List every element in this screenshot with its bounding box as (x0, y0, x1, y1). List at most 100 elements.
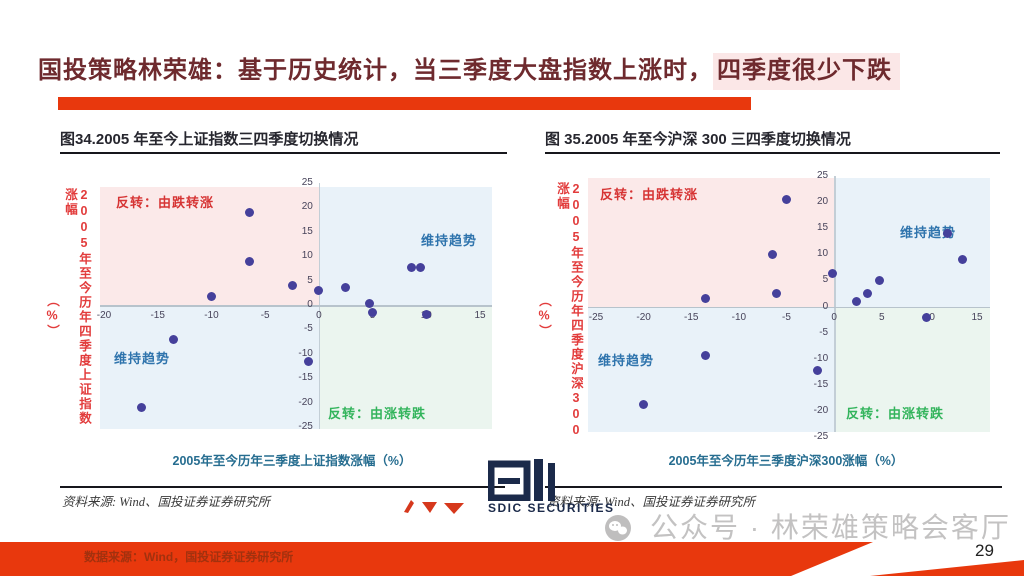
x-tick-label: 5 (878, 311, 885, 323)
y-tick-label: 25 (817, 170, 829, 181)
y-tick-label: -20 (298, 396, 313, 408)
scatter-point (772, 288, 782, 298)
figure35-bottom-rule (545, 486, 1002, 488)
title-underline-bar (58, 97, 751, 110)
scatter-point (169, 334, 179, 344)
scatter-point (416, 263, 426, 273)
y-tick-label: -5 (303, 323, 313, 335)
scatter-point (303, 356, 313, 366)
footer-red-band (0, 542, 873, 576)
page-title: 国投策略林荣雄：基于历史统计，当三季度大盘指数上涨时， 四季度很少下跌 (38, 50, 1018, 90)
y-tick-label: 10 (301, 250, 313, 262)
y-tick-label: -10 (298, 347, 313, 359)
x-tick-label: -5 (782, 311, 791, 323)
y-tick-label: -25 (813, 431, 829, 442)
scatter-point (875, 275, 885, 285)
scatter-point (421, 310, 431, 320)
x-tick-label: -25 (588, 311, 604, 323)
scatter-point (406, 262, 416, 272)
scatter-point (244, 207, 254, 217)
y-tick-label: 20 (301, 201, 313, 213)
scatter-point (851, 296, 861, 306)
figure34-title-rule (60, 152, 507, 154)
y-tick-label: -5 (819, 326, 829, 338)
y-tick-label: -10 (813, 352, 829, 364)
quadrant-top-right (834, 178, 990, 307)
x-tick-label: 15 (474, 310, 486, 321)
x-tick-label: -10 (204, 310, 219, 321)
x-tick-label: -10 (731, 311, 747, 323)
quadrant-label-reversal-up: 反转：由跌转涨 (116, 195, 215, 210)
x-tick-label: 0 (831, 311, 837, 323)
quadrant-bottom-left (588, 306, 835, 432)
y-tick-label: -15 (298, 372, 313, 384)
scatter-point (364, 299, 374, 309)
x-axis-line (588, 306, 990, 308)
figure35-source: 资料来源: Wind、国投证券证券研究所 (547, 495, 755, 509)
figure35-title: 图 35.2005 年至今沪深 300 三四季度切换情况 (545, 131, 851, 148)
x-tick-label: -20 (636, 311, 651, 323)
figure34-source: 资料来源: Wind、国投证券证券研究所 (62, 495, 270, 509)
quadrant-bottom-right (834, 306, 990, 432)
y-tick-label: -20 (813, 404, 829, 416)
x-tick-label: -15 (684, 311, 699, 323)
page-title-highlight: 四季度很少下跌 (713, 53, 900, 90)
quadrant-top-left (100, 187, 319, 305)
figure34-xlabel: 2005年至今历年三季度上证指数涨幅（%） (172, 454, 412, 468)
scatter-point (767, 249, 777, 259)
y-tick-label: 0 (822, 300, 829, 312)
scatter-point (341, 283, 351, 293)
quadrant-label-reversal-down: 反转：由涨转跌 (328, 406, 427, 421)
page-title-main: 国投策略林荣雄：基于历史统计，当三季度大盘指数上涨时， (38, 57, 713, 84)
scatter-point (287, 280, 297, 290)
y-tick-label: 5 (307, 274, 313, 286)
scatter-point (137, 402, 147, 412)
quadrant-bottom-right (318, 305, 492, 429)
scatter-point (368, 307, 378, 317)
y-tick-label: 10 (817, 248, 829, 260)
x-tick-label: 15 (971, 311, 983, 323)
scatter-point (813, 366, 823, 376)
scatter-point (862, 288, 872, 298)
quadrant-label-keep-trend-up: 维持趋势 (421, 233, 478, 248)
sdic-logo-wordmark: SDIC SECURITIES (488, 501, 615, 515)
scatter-point (701, 350, 711, 360)
y-tick-label: -15 (813, 378, 829, 390)
sdic-logo-icon (488, 459, 555, 501)
figure34-bottom-rule (60, 486, 505, 488)
quadrant-label-reversal-down: 反转：由涨转跌 (846, 406, 945, 421)
red-check-marks-icon (404, 500, 464, 514)
footer-red-wedge (870, 560, 1024, 576)
quadrant-label-reversal-up: 反转：由跌转涨 (600, 187, 699, 202)
scatter-point (922, 313, 932, 323)
quadrant-label-keep-trend-down: 维持趋势 (598, 353, 655, 368)
figure35-ylabel-unit: （%） (537, 294, 551, 339)
figure35-xlabel: 2005年至今历年三季度沪深300涨幅（%） (668, 454, 904, 468)
x-tick-label: -20 (96, 310, 112, 321)
y-tick-label: 20 (817, 196, 829, 208)
y-tick-label: 15 (301, 225, 313, 237)
x-axis-line (100, 305, 492, 307)
figure35-ylabel: 2005年至今历年四季度沪深300涨幅 (555, 182, 583, 439)
y-tick-label: 15 (817, 222, 829, 234)
y-tick-label: 25 (301, 177, 313, 188)
x-tick-label: -5 (260, 310, 270, 321)
quadrant-bottom-left (100, 305, 319, 429)
x-tick-label: 0 (316, 310, 322, 321)
wechat-icon (605, 515, 631, 541)
figure34-ylabel: 2005年至今历年四季度上证指数涨幅 (63, 188, 91, 426)
x-tick-label: -15 (150, 310, 165, 321)
scatter-point (639, 399, 649, 409)
figure34-ylabel-unit: （%） (45, 294, 59, 339)
scatter-point (958, 255, 968, 265)
quadrant-label-keep-trend-up: 维持趋势 (900, 225, 957, 240)
footer-data-source: 数据来源：Wind，国投证券证券研究所 (84, 550, 294, 564)
scatter-point (314, 285, 324, 295)
scatter-point (206, 291, 216, 301)
page-number: 29 (975, 541, 994, 560)
figure34-title: 图34.2005 年至今上证指数三四季度切换情况 (60, 131, 359, 148)
quadrant-label-keep-trend-down: 维持趋势 (114, 351, 171, 366)
y-tick-label: 5 (822, 274, 829, 286)
quadrant-top-left (588, 178, 835, 307)
